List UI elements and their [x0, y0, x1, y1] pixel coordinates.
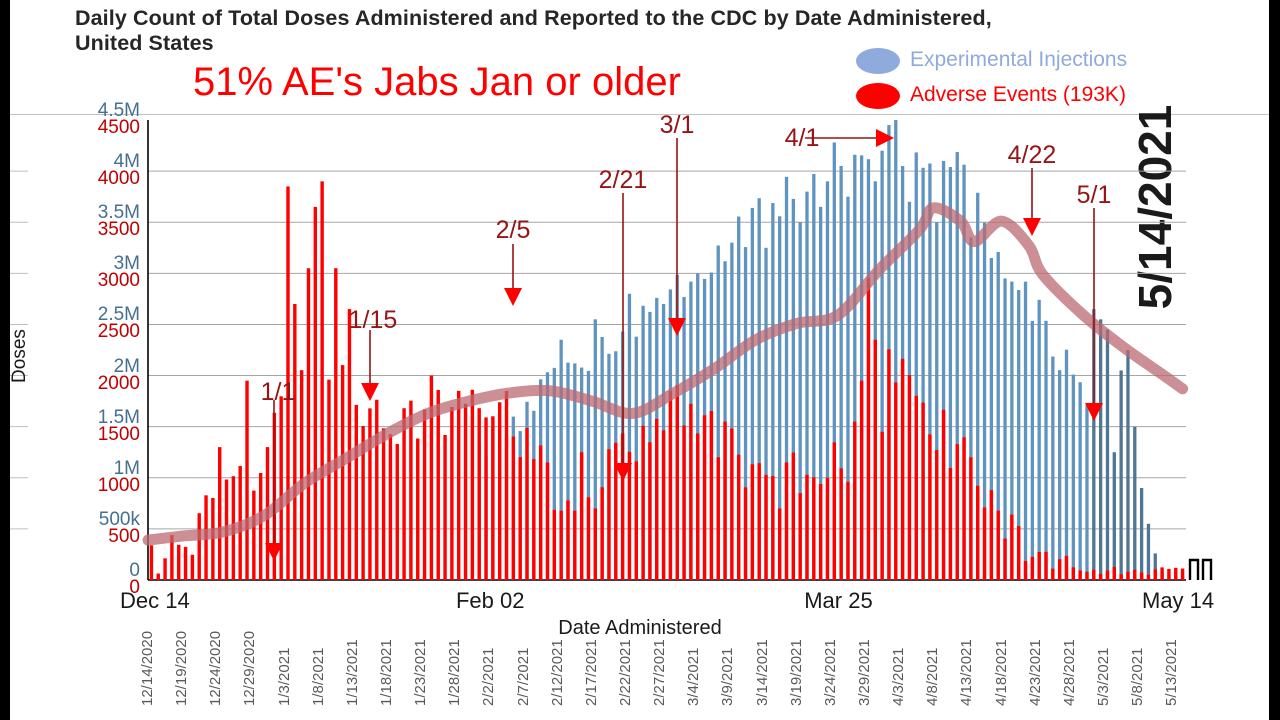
- svg-text:4/1: 4/1: [785, 124, 820, 152]
- svg-text:2/5: 2/5: [496, 216, 531, 244]
- svg-text:1/1: 1/1: [261, 378, 296, 406]
- svg-text:1/15: 1/15: [349, 306, 398, 334]
- svg-text:5/1: 5/1: [1077, 181, 1112, 209]
- svg-text:4/22: 4/22: [1008, 141, 1057, 169]
- svg-text:2/21: 2/21: [599, 166, 648, 194]
- svg-text:3/1: 3/1: [660, 111, 695, 139]
